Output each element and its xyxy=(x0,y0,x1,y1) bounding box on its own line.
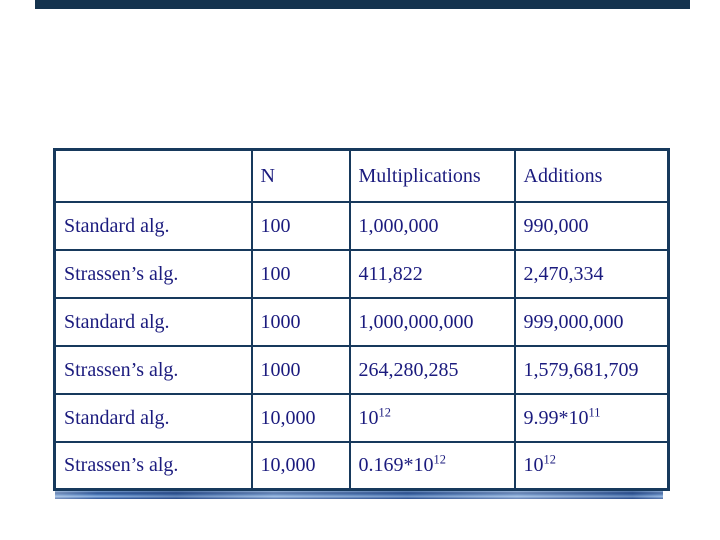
additions-cell: 999,000,000 xyxy=(513,296,670,347)
additions-cell: 9.99*1011 xyxy=(513,392,670,443)
additions-cell: 990,000 xyxy=(513,200,670,251)
table-row: Standard alg. 100 1,000,000 990,000 xyxy=(53,200,670,251)
algorithm-cell: Strassen’s alg. xyxy=(53,344,253,395)
n-cell: 100 xyxy=(250,200,351,251)
n-cell: 1000 xyxy=(250,296,351,347)
top-accent-bar xyxy=(35,0,690,9)
header-cell-algorithm xyxy=(53,148,253,203)
algorithm-cell: Standard alg. xyxy=(53,296,253,347)
table-row: Strassen’s alg. 1000 264,280,285 1,579,6… xyxy=(53,344,670,395)
additions-cell: 1,579,681,709 xyxy=(513,344,670,395)
multiplications-cell: 264,280,285 xyxy=(348,344,516,395)
n-cell: 100 xyxy=(250,248,351,299)
table-row: Strassen’s alg. 10,000 0.169*1012 1012 xyxy=(53,440,670,491)
header-cell-multiplications: Multiplications xyxy=(348,148,516,203)
algorithm-cell: Strassen’s alg. xyxy=(53,248,253,299)
table-header-row: N Multiplications Additions xyxy=(53,148,670,203)
algorithm-cell: Strassen’s alg. xyxy=(53,440,253,491)
table-row: Standard alg. 10,000 1012 9.99*1011 xyxy=(53,392,670,443)
n-cell: 1000 xyxy=(250,344,351,395)
complexity-table: N Multiplications Additions Standard alg… xyxy=(53,148,670,491)
multiplications-cell: 0.169*1012 xyxy=(348,440,516,491)
multiplications-cell: 1,000,000,000 xyxy=(348,296,516,347)
multiplications-cell: 411,822 xyxy=(348,248,516,299)
header-cell-n: N xyxy=(250,148,351,203)
additions-cell: 2,470,334 xyxy=(513,248,670,299)
additions-cell: 1012 xyxy=(513,440,670,491)
n-cell: 10,000 xyxy=(250,440,351,491)
multiplications-cell: 1,000,000 xyxy=(348,200,516,251)
algorithm-cell: Standard alg. xyxy=(53,200,253,251)
algorithm-cell: Standard alg. xyxy=(53,392,253,443)
bottom-accent-rule xyxy=(55,491,663,499)
table-row: Standard alg. 1000 1,000,000,000 999,000… xyxy=(53,296,670,347)
header-cell-additions: Additions xyxy=(513,148,670,203)
table-row: Strassen’s alg. 100 411,822 2,470,334 xyxy=(53,248,670,299)
n-cell: 10,000 xyxy=(250,392,351,443)
multiplications-cell: 1012 xyxy=(348,392,516,443)
